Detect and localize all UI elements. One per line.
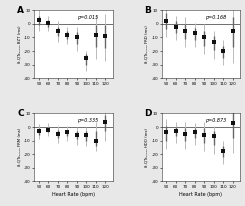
Point (37, 129, 41, 133)
Point (202, 36, 206, 39)
Point (221, 49, 225, 53)
Point (56, 132, 60, 135)
Text: p=0.873: p=0.873 (205, 118, 226, 123)
Point (94, 139, 98, 142)
Point (103, 120, 107, 123)
Point (47, 21, 50, 24)
Y-axis label: δ-QTcₑₙₐₑ₉ HDO (ms): δ-QTcₑₙₐₑ₉ HDO (ms) (145, 128, 148, 167)
Point (94, 33, 98, 36)
Text: C: C (17, 109, 24, 118)
Text: p=0.015: p=0.015 (77, 15, 99, 20)
Point (212, 40, 216, 43)
Point (174, 25, 178, 28)
Point (164, 131, 168, 134)
Text: p=0.168: p=0.168 (205, 15, 226, 20)
Point (84, 133, 88, 137)
Text: D: D (144, 109, 152, 118)
Point (231, 121, 234, 125)
Point (183, 132, 187, 135)
Y-axis label: δ-QTcₑₙₐₑ₉ FRM (ms): δ-QTcₑₙₐₑ₉ FRM (ms) (17, 128, 21, 166)
Point (84, 56, 88, 60)
Point (37, 18, 41, 21)
Point (47, 128, 50, 131)
Text: p=0.335: p=0.335 (77, 118, 99, 123)
Point (65, 131, 69, 134)
Y-axis label: δ-QTcₑₙₐₑ₉ BZT (ms): δ-QTcₑₙₐₑ₉ BZT (ms) (17, 25, 21, 63)
Point (164, 20, 168, 23)
Point (103, 34, 107, 38)
Point (75, 36, 79, 39)
X-axis label: Heart Rate (bpm): Heart Rate (bpm) (179, 192, 222, 197)
X-axis label: Heart Rate (bpm): Heart Rate (bpm) (52, 192, 95, 197)
Point (75, 133, 79, 137)
Point (212, 135, 216, 138)
Point (174, 129, 178, 133)
Point (56, 29, 60, 32)
Point (231, 29, 234, 32)
Text: A: A (17, 6, 24, 15)
Point (193, 131, 197, 134)
Point (221, 150, 225, 153)
Point (65, 33, 69, 36)
Text: B: B (144, 6, 151, 15)
Y-axis label: δ-QTcₑₙₐₑ₉ FRD (ms): δ-QTcₑₙₐₑ₉ FRD (ms) (145, 25, 148, 63)
Point (193, 32, 197, 35)
Point (202, 133, 206, 137)
Point (183, 29, 187, 32)
